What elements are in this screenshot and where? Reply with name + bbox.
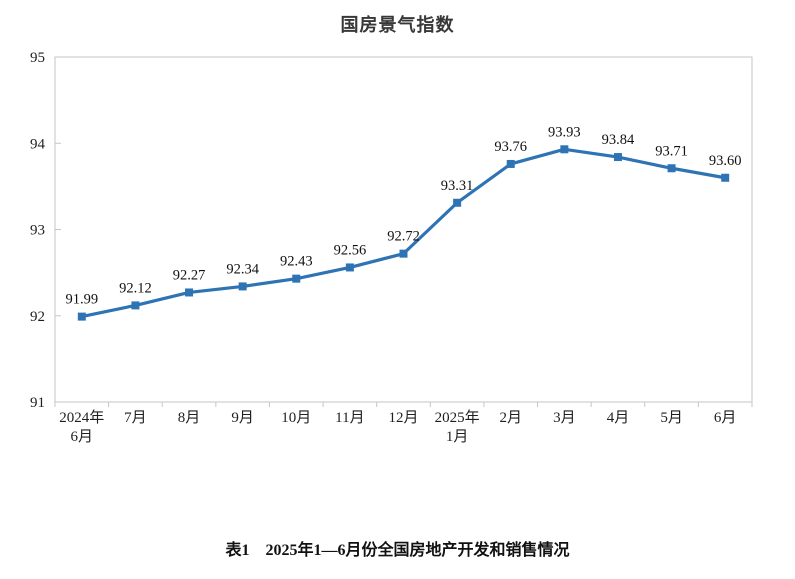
- x-tick-label: 10月: [281, 410, 311, 426]
- x-tick-label: 8月: [178, 410, 201, 426]
- data-marker: [345, 263, 354, 272]
- data-marker: [292, 274, 301, 283]
- x-tick-label: 11月: [335, 410, 364, 426]
- data-label: 93.76: [494, 139, 527, 155]
- data-marker: [185, 288, 194, 297]
- x-tick-label: 2月: [499, 410, 522, 426]
- data-label: 93.71: [655, 143, 688, 159]
- chart-title: 国房景气指数: [340, 15, 455, 35]
- data-marker: [131, 301, 140, 310]
- data-label: 92.72: [387, 229, 420, 245]
- data-marker: [399, 249, 408, 258]
- data-label: 92.34: [226, 261, 259, 277]
- data-label: 92.27: [173, 267, 206, 283]
- table-caption: 表1 2025年1—6月份全国房地产开发和销售情况: [225, 542, 570, 559]
- x-tick-label: 12月: [388, 410, 418, 426]
- y-tick-label: 94: [30, 136, 46, 152]
- x-tick-label: 3月: [553, 410, 576, 426]
- data-label: 93.60: [709, 153, 742, 169]
- x-tick-label: 2024年 6月: [59, 409, 104, 445]
- data-marker: [453, 198, 462, 207]
- x-tick-label: 5月: [660, 410, 683, 426]
- data-marker: [238, 282, 247, 291]
- data-label: 92.12: [119, 280, 152, 296]
- y-tick-label: 92: [30, 309, 45, 325]
- data-marker: [560, 145, 569, 154]
- data-marker: [721, 173, 730, 182]
- data-label: 91.99: [65, 292, 98, 308]
- data-label: 92.56: [334, 242, 367, 258]
- data-marker: [77, 312, 86, 321]
- x-tick-label: 4月: [607, 410, 630, 426]
- y-tick-label: 91: [30, 395, 45, 411]
- data-marker: [667, 164, 676, 173]
- x-tick-label: 7月: [124, 410, 147, 426]
- line-chart: 91 92 93 94 95 2024年 6月 7月 8月 9月 10月 11月 12月 2025年 1月 2…: [30, 50, 753, 445]
- data-marker: [506, 159, 515, 168]
- x-tick-label: 6月: [714, 410, 737, 426]
- x-tick-label: 9月: [231, 410, 254, 426]
- y-tick-label: 95: [30, 50, 45, 66]
- y-tick-label: 93: [30, 223, 45, 239]
- data-label: 93.31: [441, 178, 474, 194]
- data-marker: [613, 153, 622, 162]
- data-label: 93.93: [548, 124, 581, 140]
- data-label: 93.84: [602, 132, 635, 148]
- x-tick-label: 2025年 1月: [435, 409, 480, 445]
- data-label: 92.43: [280, 254, 313, 270]
